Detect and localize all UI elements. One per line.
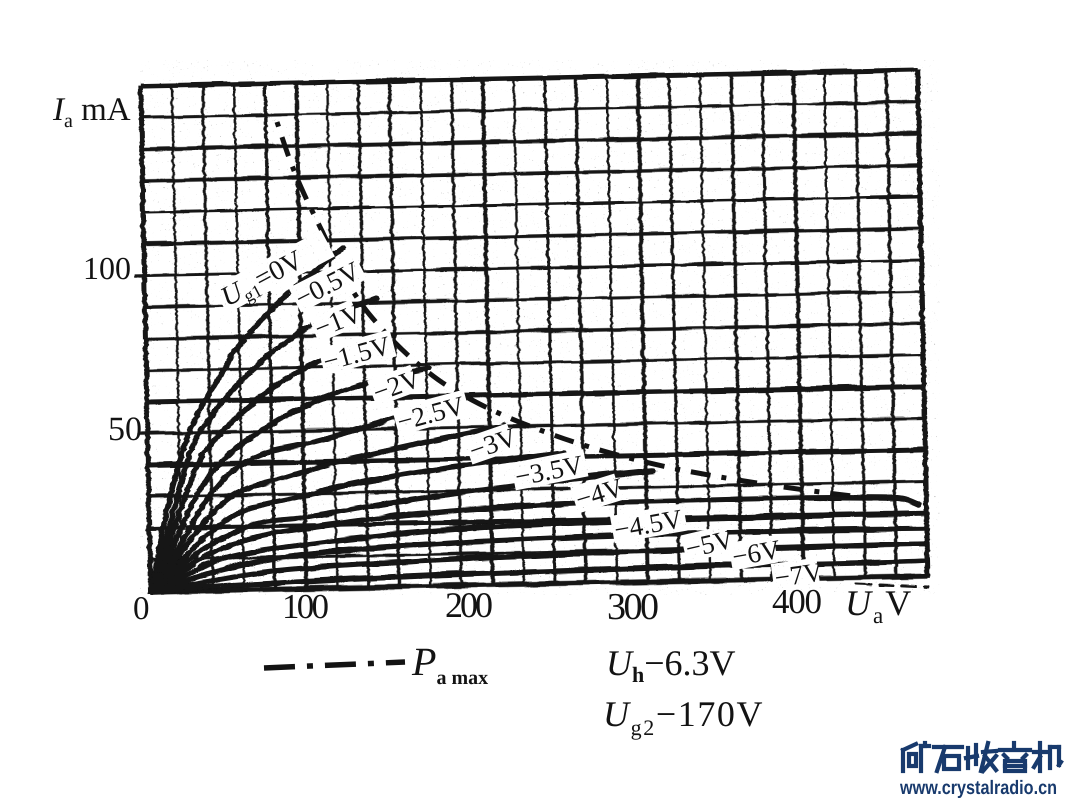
svg-text:0: 0 <box>133 591 150 627</box>
svg-text:Uh−6.3V: Uh−6.3V <box>606 643 736 687</box>
svg-text:100: 100 <box>83 250 131 286</box>
svg-text:Pa max: Pa max <box>411 639 488 689</box>
svg-text:Ia mA: Ia mA <box>52 92 131 132</box>
svg-text:50: 50 <box>108 411 142 448</box>
svg-text:Ug2−170V: Ug2−170V <box>603 694 764 740</box>
svg-text:www.crystalradio.cn: www.crystalradio.cn <box>899 777 1057 799</box>
